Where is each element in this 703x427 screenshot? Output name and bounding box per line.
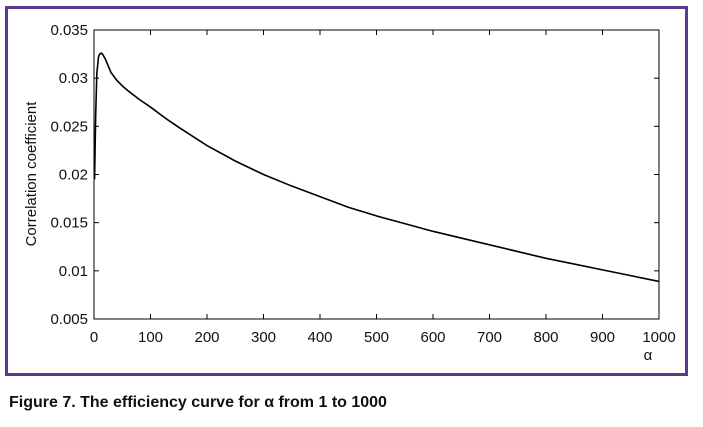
- y-tick-label: 0.035: [50, 22, 88, 39]
- x-tick-label: 700: [477, 329, 502, 346]
- y-tick-label: 0.03: [59, 70, 88, 87]
- y-tick-label: 0.02: [59, 167, 88, 184]
- series-layer: [93, 52, 660, 283]
- y-tick-label: 0.025: [50, 118, 88, 135]
- series-line: [93, 52, 660, 283]
- x-axis-title: α: [644, 347, 653, 364]
- x-tick-label: 500: [364, 329, 389, 346]
- y-tick-label: 0.015: [50, 215, 88, 232]
- x-tick-label: 0: [90, 329, 98, 346]
- plot-area: [93, 29, 660, 320]
- y-axis: 0.005 0.01 0.015 0.02 0.025 0.03 0.035: [50, 22, 659, 328]
- x-tick-label: 200: [194, 329, 219, 346]
- y-tick-label: 0.005: [50, 311, 88, 328]
- x-tick-label: 300: [251, 329, 276, 346]
- chart: 0 100 200 300 400 500 600 700 800 900 1000 0.0050.…: [23, 22, 676, 364]
- x-tick-label: 900: [590, 329, 615, 346]
- x-tick-label: 600: [420, 329, 445, 346]
- figure-caption: Figure 7. The efficiency curve for α fro…: [9, 394, 387, 411]
- y-axis-title: Correlation coefficient: [23, 101, 40, 247]
- x-axis: 0 100 200 300 400 500 600 700 800 900 1000: [90, 30, 676, 346]
- x-tick-label: 800: [533, 329, 558, 346]
- x-tick-label: 100: [138, 329, 163, 346]
- figure-frame: [5, 6, 688, 376]
- x-tick-label: 400: [307, 329, 332, 346]
- y-tick-label: 0.01: [59, 263, 88, 280]
- x-tick-label: 1000: [642, 329, 675, 346]
